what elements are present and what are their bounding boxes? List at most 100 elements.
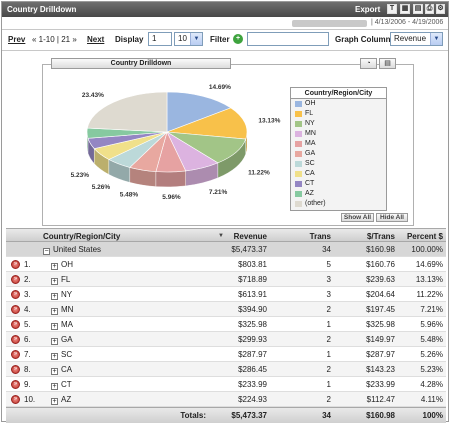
group-trans: 34 — [322, 245, 331, 254]
row-name[interactable]: + SC — [51, 350, 73, 360]
drilldown-icon[interactable]: » — [11, 380, 20, 389]
legend-swatch — [295, 191, 302, 197]
print-icon[interactable]: ⎙ — [425, 4, 434, 14]
legend-item[interactable]: AZ — [291, 189, 386, 199]
table-row[interactable]: » 9. + CT $233.99 1 $233.99 4.28% — [6, 377, 446, 392]
row-revenue: $803.81 — [238, 260, 267, 269]
table-row[interactable]: » 5. + MA $325.98 1 $325.98 5.96% — [6, 317, 446, 332]
totals-trans: 34 — [322, 411, 331, 420]
row-name[interactable]: + FL — [51, 275, 71, 285]
expand-icon[interactable]: + — [51, 263, 58, 270]
row-percent: 11.22% — [416, 290, 443, 299]
legend-label: MN — [305, 130, 316, 137]
row-per-trans: $143.23 — [366, 365, 395, 374]
drilldown-icon[interactable]: » — [11, 365, 20, 374]
pie-label-CA: 5.23% — [71, 172, 90, 179]
pie-label-FL: 13.13% — [258, 117, 280, 124]
expand-icon[interactable]: + — [51, 278, 58, 285]
legend-swatch — [295, 111, 302, 117]
col-header-trans[interactable]: Trans — [309, 232, 331, 241]
row-name[interactable]: + OH — [51, 260, 73, 270]
chevron-down-icon[interactable]: ▼ — [430, 33, 442, 45]
legend-title: Country/Region/City — [291, 88, 386, 99]
legend-item[interactable]: CA — [291, 169, 386, 179]
show-all-button[interactable]: Show All — [341, 213, 374, 222]
col-header-name[interactable]: Country/Region/City — [43, 232, 121, 241]
sort-desc-icon[interactable]: ▼ — [218, 233, 224, 239]
col-header-revenue[interactable]: Revenue — [233, 232, 267, 241]
table-view-icon[interactable]: ▤ — [379, 58, 396, 69]
expand-icon[interactable]: + — [51, 383, 58, 390]
chart-export-icon[interactable]: ▤ — [413, 4, 423, 14]
table-row[interactable]: » 6. + GA $299.93 2 $149.97 5.48% — [6, 332, 446, 347]
next-link[interactable]: Next — [87, 35, 105, 44]
drilldown-icon[interactable]: » — [11, 395, 20, 404]
drilldown-icon[interactable]: » — [11, 260, 20, 269]
hide-all-button[interactable]: Hide All — [376, 213, 408, 222]
table-row[interactable]: » 10. + AZ $224.93 2 $112.47 4.11% — [6, 392, 446, 407]
legend-item[interactable]: FL — [291, 109, 386, 119]
display-count-select[interactable]: 10 ▼ — [174, 32, 203, 46]
legend-item[interactable]: CT — [291, 179, 386, 189]
filter-go-icon[interactable]: + — [233, 34, 243, 44]
filter-input[interactable] — [247, 32, 329, 46]
table-row[interactable]: » 8. + CA $286.45 2 $143.23 5.23% — [6, 362, 446, 377]
expand-icon[interactable]: + — [51, 353, 58, 360]
excel-export-icon[interactable]: ▦ — [400, 4, 410, 14]
drilldown-icon[interactable]: » — [11, 290, 20, 299]
collapse-icon[interactable]: − — [43, 248, 50, 255]
row-name[interactable]: + CA — [51, 365, 73, 375]
col-header-per-trans[interactable]: $/Trans — [366, 232, 395, 241]
drilldown-icon[interactable]: » — [11, 335, 20, 344]
expand-icon[interactable]: + — [51, 338, 58, 345]
text-export-icon[interactable]: T — [387, 4, 397, 14]
pie-view-icon[interactable]: ◔ — [360, 58, 377, 69]
row-name[interactable]: + AZ — [51, 395, 72, 405]
title-bar: Country Drilldown Export T ▦ ▤ ⎙ ⚙ — [2, 2, 448, 17]
legend-item[interactable]: SC — [291, 159, 386, 169]
legend-swatch — [295, 161, 302, 167]
drilldown-icon[interactable]: » — [11, 350, 20, 359]
display-start-input[interactable]: 1 — [148, 32, 172, 46]
legend-item[interactable]: MA — [291, 139, 386, 149]
table-row[interactable]: » 1. + OH $803.81 5 $160.76 14.69% — [6, 257, 446, 272]
legend-item[interactable]: OH — [291, 99, 386, 109]
pie-slice-OH[interactable] — [166, 91, 232, 133]
prev-link[interactable]: Prev — [8, 35, 26, 44]
table-row[interactable]: » 4. + MN $394.90 2 $197.45 7.21% — [6, 302, 446, 317]
pie-label-(other): 23.43% — [82, 92, 104, 99]
pie-label-NY: 11.22% — [248, 169, 270, 176]
row-name[interactable]: + MA — [51, 320, 73, 330]
expand-icon[interactable]: + — [51, 398, 58, 405]
legend-item[interactable]: MN — [291, 129, 386, 139]
legend-item[interactable]: NY — [291, 119, 386, 129]
drilldown-icon[interactable]: » — [11, 320, 20, 329]
legend-swatch — [295, 171, 302, 177]
expand-icon[interactable]: + — [51, 323, 58, 330]
row-name[interactable]: + NY — [51, 290, 73, 300]
col-header-percent[interactable]: Percent $ — [406, 232, 443, 241]
legend-item[interactable]: (other) — [291, 199, 386, 209]
settings-icon[interactable]: ⚙ — [436, 4, 445, 14]
drilldown-icon[interactable]: » — [11, 305, 20, 314]
legend-swatch — [295, 101, 302, 107]
expand-icon[interactable]: + — [51, 308, 58, 315]
row-name[interactable]: + MN — [51, 305, 74, 315]
pie-slice-(other)[interactable] — [87, 91, 168, 133]
pie-slice-FL[interactable] — [166, 107, 248, 140]
group-row-united-states[interactable]: − United States $5,473.37 34 $160.98 100.… — [6, 242, 446, 257]
row-per-trans: $233.99 — [366, 380, 395, 389]
drilldown-icon[interactable]: » — [11, 275, 20, 284]
legend-label: CA — [305, 170, 315, 177]
chevron-down-icon[interactable]: ▼ — [190, 33, 202, 45]
table-row[interactable]: » 7. + SC $287.97 1 $287.97 5.26% — [6, 347, 446, 362]
table-row[interactable]: » 3. + NY $613.91 3 $204.64 11.22% — [6, 287, 446, 302]
expand-icon[interactable]: + — [51, 293, 58, 300]
row-name[interactable]: + CT — [51, 380, 72, 390]
graph-column-select[interactable]: Revenue ▼ — [390, 32, 443, 46]
expand-icon[interactable]: + — [51, 368, 58, 375]
row-name[interactable]: + GA — [51, 335, 73, 345]
table-row[interactable]: » 2. + FL $718.89 3 $239.63 13.13% — [6, 272, 446, 287]
legend-label: AZ — [305, 190, 314, 197]
legend-item[interactable]: GA — [291, 149, 386, 159]
